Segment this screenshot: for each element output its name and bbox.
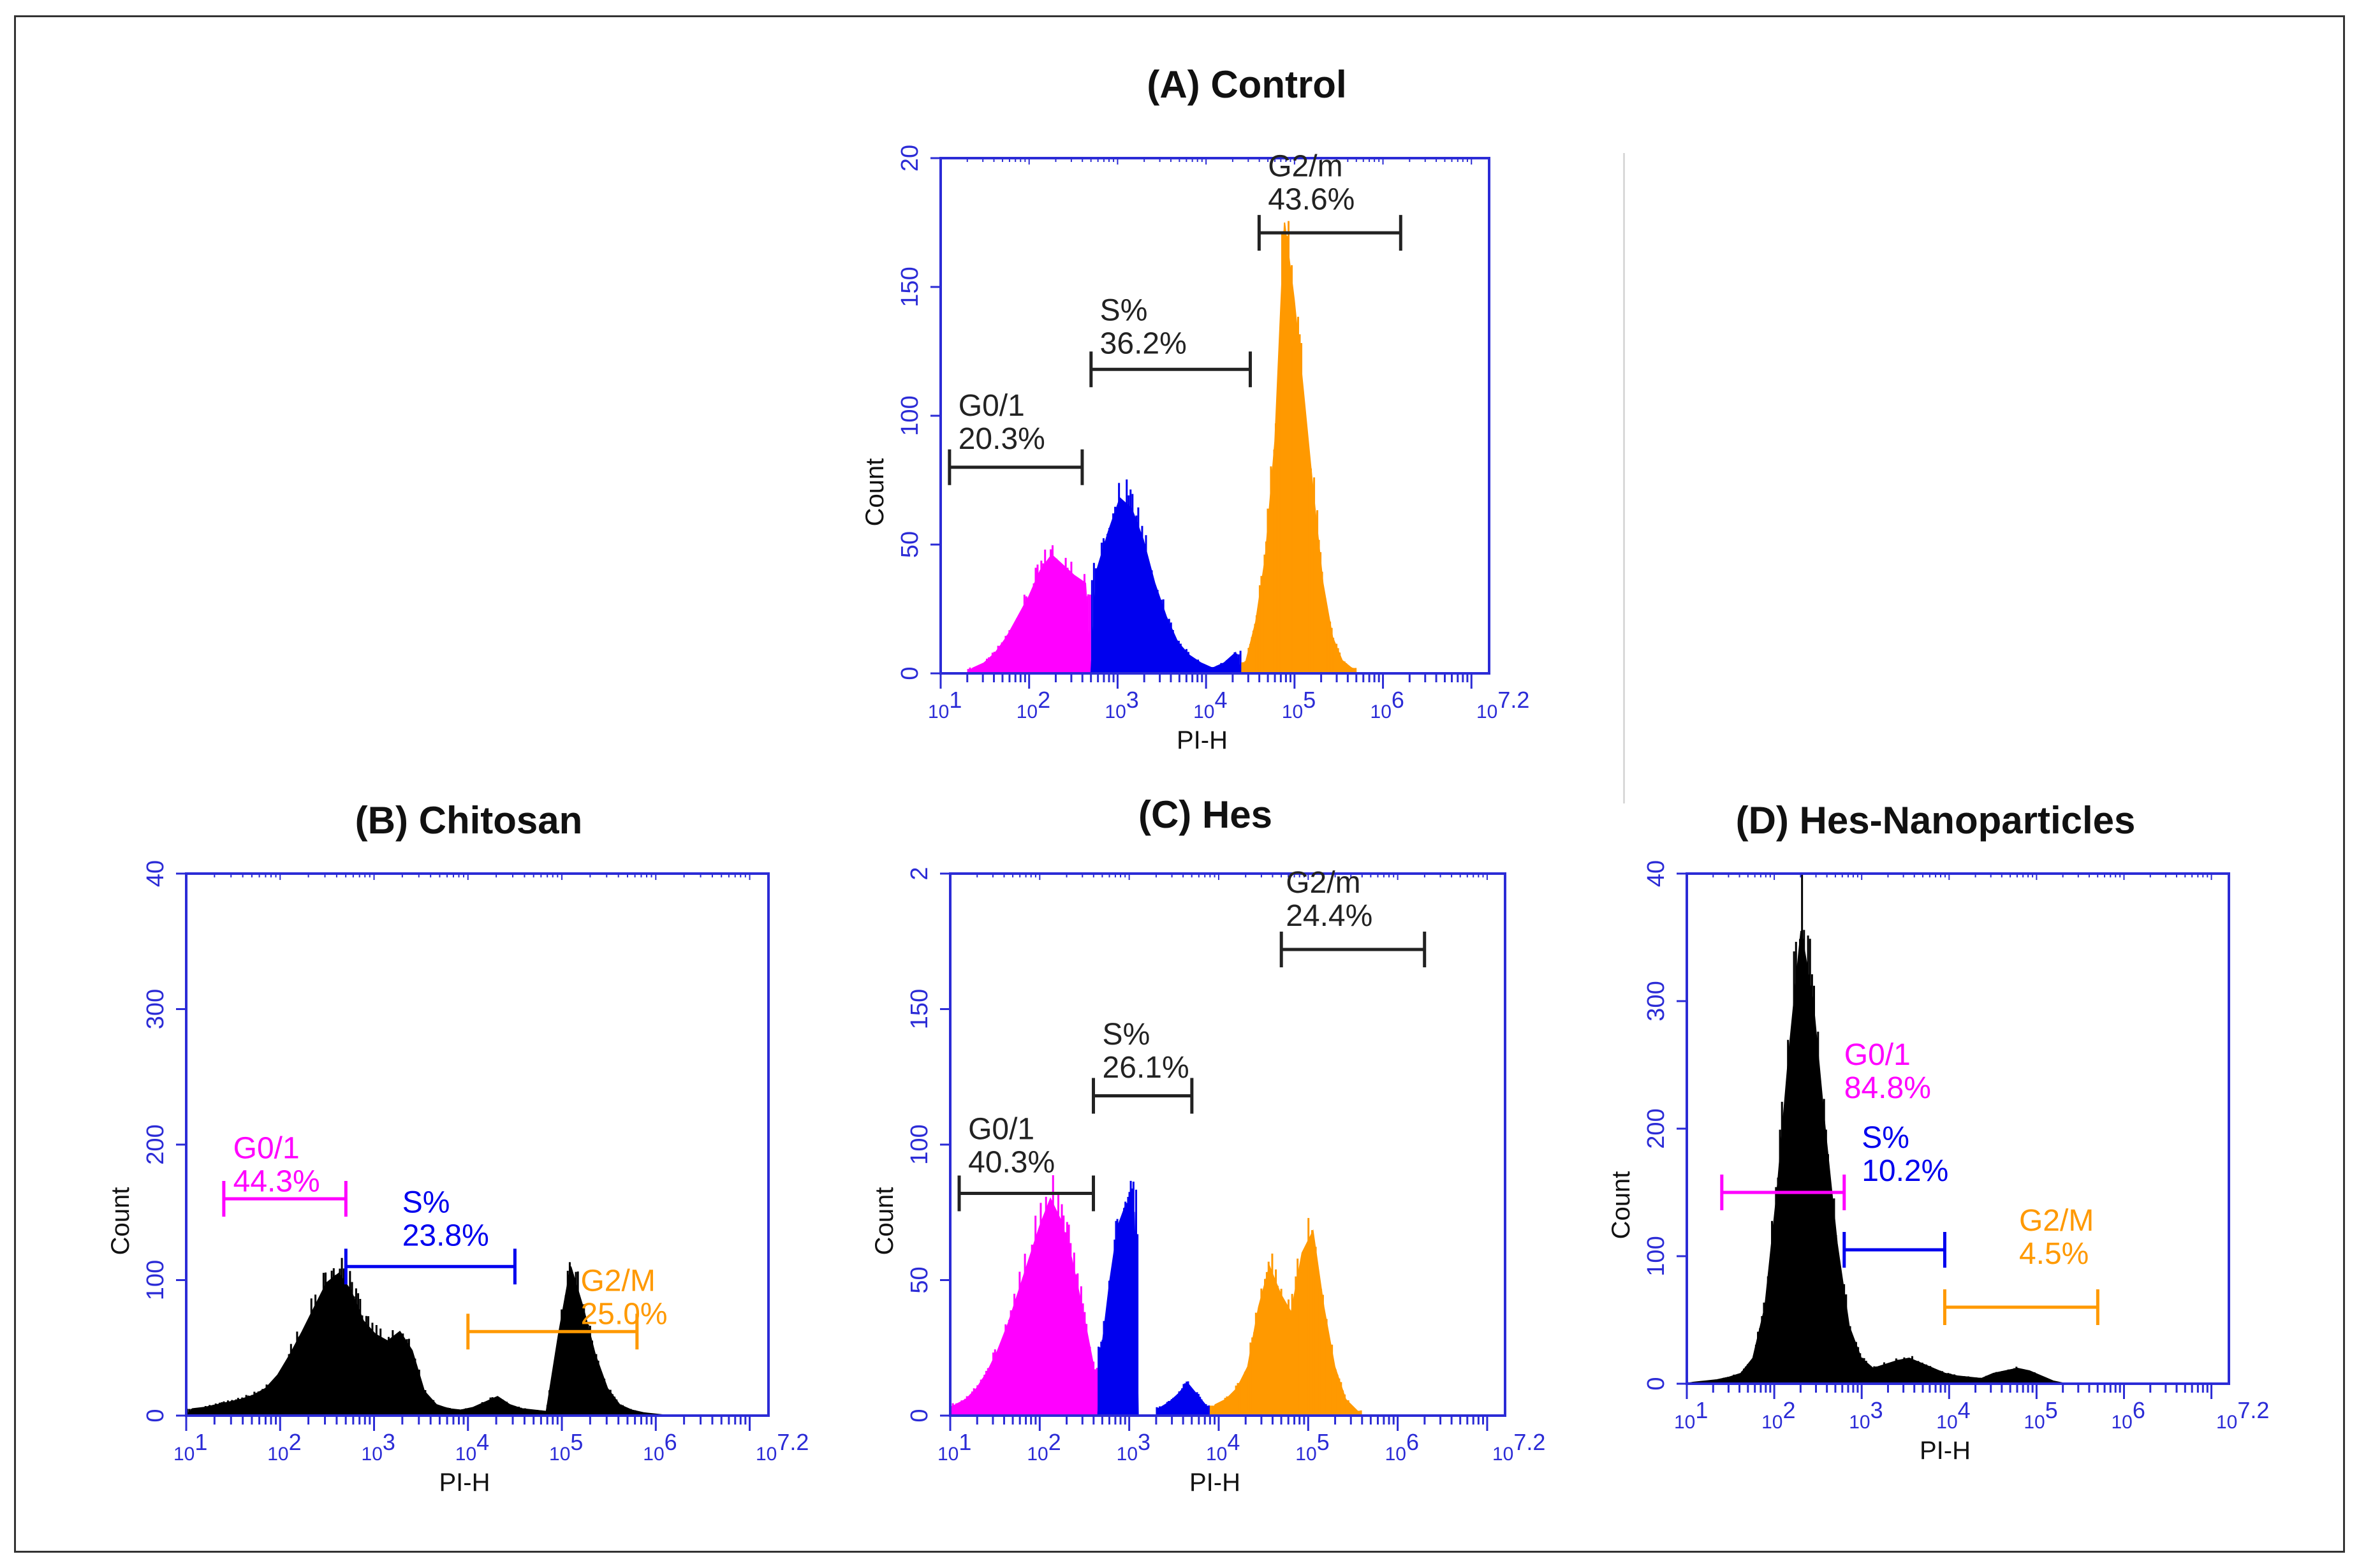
y-tick-label: 50 — [897, 531, 923, 558]
x-axis-label: PI-H — [1189, 1469, 1240, 1497]
histogram-series-events — [184, 1266, 675, 1416]
y-tick-label: 100 — [906, 1124, 933, 1164]
y-tick-label: 300 — [1643, 981, 1670, 1021]
y-tick-label: 200 — [1643, 1108, 1670, 1148]
x-tick-label: 105 — [1295, 1429, 1329, 1465]
gate-name-label: G0/1 — [233, 1131, 300, 1165]
gate-percent-label: 43.6% — [1268, 182, 1355, 216]
y-axis-label: Count — [107, 1187, 135, 1256]
gate-percent-label: 10.2% — [1862, 1154, 1948, 1188]
y-tick-label: 100 — [142, 1260, 169, 1300]
x-tick-label: 102 — [267, 1429, 301, 1465]
y-tick-label: 100 — [897, 395, 923, 436]
gate-percent-label: 20.3% — [959, 422, 1045, 456]
x-tick-label: 105 — [549, 1429, 583, 1465]
chart-title-a: (A) Control — [1147, 63, 1347, 106]
gate-name-label: S% — [1100, 294, 1148, 328]
x-tick-label: 101 — [1674, 1397, 1708, 1433]
x-tick-label: 102 — [1027, 1429, 1061, 1465]
y-axis-label: Count — [861, 458, 889, 527]
x-tick-label: 107.2 — [756, 1429, 809, 1465]
figure-frame — [14, 15, 2345, 1553]
gate-name-label: G0/1 — [959, 389, 1025, 423]
gate-name-label: G0/1 — [1844, 1038, 1911, 1072]
x-tick-label: 106 — [2111, 1397, 2145, 1433]
histogram-series-events — [1686, 930, 2072, 1384]
x-axis-label: PI-H — [1177, 726, 1228, 754]
x-axis-label: PI-H — [439, 1469, 490, 1497]
x-tick-label: 104 — [455, 1429, 489, 1465]
y-tick-label: 50 — [906, 1266, 933, 1293]
gate-percent-label: 40.3% — [968, 1146, 1055, 1180]
gate-percent-label: 84.8% — [1844, 1071, 1931, 1105]
gate-name-label: G2/M — [580, 1264, 655, 1298]
x-tick-label: 107.2 — [1492, 1429, 1545, 1465]
y-axis-label: Count — [871, 1187, 899, 1256]
gate-percent-label: 36.2% — [1100, 327, 1187, 361]
x-tick-label: 103 — [1105, 687, 1138, 722]
x-tick-label: 106 — [643, 1429, 677, 1465]
x-tick-label: 101 — [173, 1429, 207, 1465]
y-tick-label: 2 — [906, 867, 933, 880]
gate-name-label: S% — [402, 1185, 450, 1219]
gate-percent-label: 26.1% — [1103, 1051, 1189, 1085]
y-tick-label: 0 — [897, 666, 923, 680]
x-tick-label: 104 — [1193, 687, 1227, 722]
y-axis-label: Count — [1607, 1171, 1635, 1240]
y-tick-label: 40 — [1643, 860, 1670, 887]
y-tick-label: 0 — [1643, 1377, 1670, 1390]
x-axis-label: PI-H — [1920, 1437, 1971, 1465]
x-tick-label: 102 — [1761, 1397, 1795, 1433]
x-tick-label: 105 — [2024, 1397, 2057, 1433]
gate-name-label: G2/M — [2019, 1204, 2094, 1238]
x-tick-label: 106 — [1385, 1429, 1419, 1465]
gate-percent-label: 4.5% — [2019, 1237, 2089, 1271]
gate-name-label: G0/1 — [968, 1113, 1034, 1147]
gate-percent-label: 44.3% — [233, 1164, 320, 1198]
x-tick-label: 107.2 — [2216, 1397, 2269, 1433]
gate-name-label: S% — [1862, 1121, 1909, 1155]
x-tick-label: 103 — [1849, 1397, 1883, 1433]
y-tick-label: 200 — [142, 1124, 169, 1164]
gate-name-label: S% — [1103, 1018, 1150, 1051]
y-tick-label: 150 — [897, 267, 923, 307]
chart-title-b: (B) Chitosan — [355, 799, 583, 842]
x-tick-label: 107.2 — [1476, 687, 1529, 722]
y-tick-label: 0 — [906, 1409, 933, 1422]
y-tick-label: 300 — [142, 989, 169, 1029]
x-tick-label: 104 — [1936, 1397, 1970, 1433]
gate-name-label: G2/m — [1286, 866, 1360, 900]
panel-divider — [1623, 153, 1625, 803]
chart-title-c: (C) Hes — [1138, 793, 1273, 836]
gate-name-label: G2/m — [1268, 149, 1342, 183]
x-tick-label: 101 — [937, 1429, 971, 1465]
y-tick-label: 100 — [1643, 1236, 1670, 1276]
y-tick-label: 0 — [142, 1409, 169, 1422]
x-tick-label: 102 — [1017, 687, 1050, 722]
y-tick-label: 40 — [142, 860, 169, 887]
x-tick-label: 105 — [1282, 687, 1316, 722]
x-tick-label: 101 — [928, 687, 962, 722]
gate-percent-label: 24.4% — [1286, 899, 1372, 933]
x-tick-label: 106 — [1371, 687, 1404, 722]
gate-percent-label: 23.8% — [402, 1219, 489, 1252]
x-tick-label: 103 — [362, 1429, 395, 1465]
x-tick-label: 104 — [1206, 1429, 1240, 1465]
chart-title-d: (D) Hes-Nanoparticles — [1735, 799, 2136, 842]
gate-percent-label: 25.0% — [580, 1298, 667, 1331]
y-tick-label: 150 — [906, 989, 933, 1029]
x-tick-label: 103 — [1117, 1429, 1150, 1465]
y-tick-label: 20 — [897, 145, 923, 172]
